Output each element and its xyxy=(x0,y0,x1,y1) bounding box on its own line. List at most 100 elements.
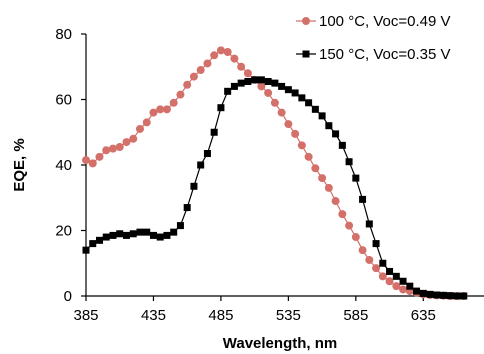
data-point xyxy=(372,240,380,248)
data-point xyxy=(216,46,225,55)
data-point xyxy=(331,197,340,206)
data-point xyxy=(304,152,313,161)
data-point xyxy=(82,246,90,254)
data-point xyxy=(203,150,211,158)
data-point xyxy=(196,66,205,75)
data-point xyxy=(311,105,319,113)
data-point xyxy=(332,130,340,138)
data-point xyxy=(372,264,381,273)
data-point xyxy=(284,120,293,129)
data-point xyxy=(318,174,327,183)
data-point xyxy=(378,272,387,281)
data-point xyxy=(183,204,191,212)
data-point xyxy=(135,124,144,133)
data-point xyxy=(129,230,137,238)
series-line xyxy=(85,79,464,297)
data-point xyxy=(116,230,124,238)
legend-label: 150 °C, Voc=0.35 V xyxy=(319,46,451,63)
data-point xyxy=(460,292,468,300)
data-point xyxy=(385,277,394,286)
y-axis-title: EQE, % xyxy=(11,138,28,191)
series-line xyxy=(85,49,464,297)
data-point xyxy=(379,259,387,267)
plot-area xyxy=(82,46,468,300)
data-point xyxy=(143,228,151,236)
data-point xyxy=(399,277,407,285)
data-point xyxy=(345,158,353,166)
data-point xyxy=(189,72,198,81)
data-point xyxy=(426,290,434,298)
legend-marker xyxy=(302,50,310,58)
legend-marker xyxy=(302,17,310,25)
y-tick-label: 80 xyxy=(55,26,72,43)
data-point xyxy=(284,86,292,94)
y-ticks: 0 20 40 60 80 xyxy=(55,26,86,305)
data-point xyxy=(95,152,104,161)
data-point xyxy=(162,105,171,114)
axes xyxy=(85,34,484,297)
data-point xyxy=(169,98,178,107)
data-point xyxy=(217,104,225,112)
data-point xyxy=(358,246,367,255)
legend-entry: 150 °C, Voc=0.35 V xyxy=(296,46,451,63)
data-point xyxy=(365,255,374,264)
x-ticks: 385 435 485 535 585 635 xyxy=(73,296,436,324)
y-tick-label: 20 xyxy=(55,223,72,240)
data-point xyxy=(351,233,360,242)
data-point xyxy=(237,62,246,71)
data-point xyxy=(89,240,97,248)
x-axis-title: Wavelength, nm xyxy=(223,335,337,352)
data-point xyxy=(95,236,103,244)
legend-label: 100 °C, Voc=0.49 V xyxy=(319,13,451,30)
data-point xyxy=(413,287,421,295)
data-point xyxy=(108,144,117,153)
data-point xyxy=(291,129,300,138)
data-point xyxy=(297,141,306,150)
data-point xyxy=(122,231,130,239)
data-point xyxy=(433,291,441,299)
data-point xyxy=(291,89,299,97)
data-point xyxy=(352,174,360,182)
data-point xyxy=(365,220,373,228)
data-point xyxy=(149,108,158,117)
data-point xyxy=(338,141,346,149)
data-point xyxy=(298,94,306,102)
data-point xyxy=(277,108,286,117)
data-point xyxy=(237,79,245,87)
data-point xyxy=(102,233,110,241)
data-point xyxy=(325,122,333,130)
data-point xyxy=(251,76,259,84)
data-point xyxy=(82,156,90,165)
data-point xyxy=(109,231,117,239)
data-point xyxy=(243,69,252,78)
data-point xyxy=(156,105,165,114)
data-point xyxy=(190,182,198,190)
data-point xyxy=(183,80,192,89)
data-point xyxy=(345,221,354,230)
data-point xyxy=(257,82,266,91)
data-point xyxy=(88,159,97,168)
x-tick-label: 485 xyxy=(208,307,233,324)
data-point xyxy=(278,82,286,90)
data-point xyxy=(311,164,320,173)
data-point xyxy=(338,210,347,219)
x-tick-label: 535 xyxy=(276,307,301,324)
data-point xyxy=(223,48,232,57)
data-point xyxy=(230,54,239,63)
data-point xyxy=(386,267,394,275)
data-point xyxy=(446,292,454,300)
data-point xyxy=(156,233,164,241)
x-tick-label: 435 xyxy=(141,307,166,324)
data-point xyxy=(210,51,219,60)
data-point xyxy=(270,98,279,107)
data-point xyxy=(406,282,414,290)
data-point xyxy=(102,146,111,155)
data-point xyxy=(399,285,408,294)
data-point xyxy=(392,272,400,280)
data-point xyxy=(170,228,178,236)
data-point xyxy=(210,128,218,136)
legend: 100 °C, Voc=0.49 V 150 °C, Voc=0.35 V xyxy=(296,13,451,63)
data-point xyxy=(149,231,157,239)
data-point xyxy=(129,134,138,143)
